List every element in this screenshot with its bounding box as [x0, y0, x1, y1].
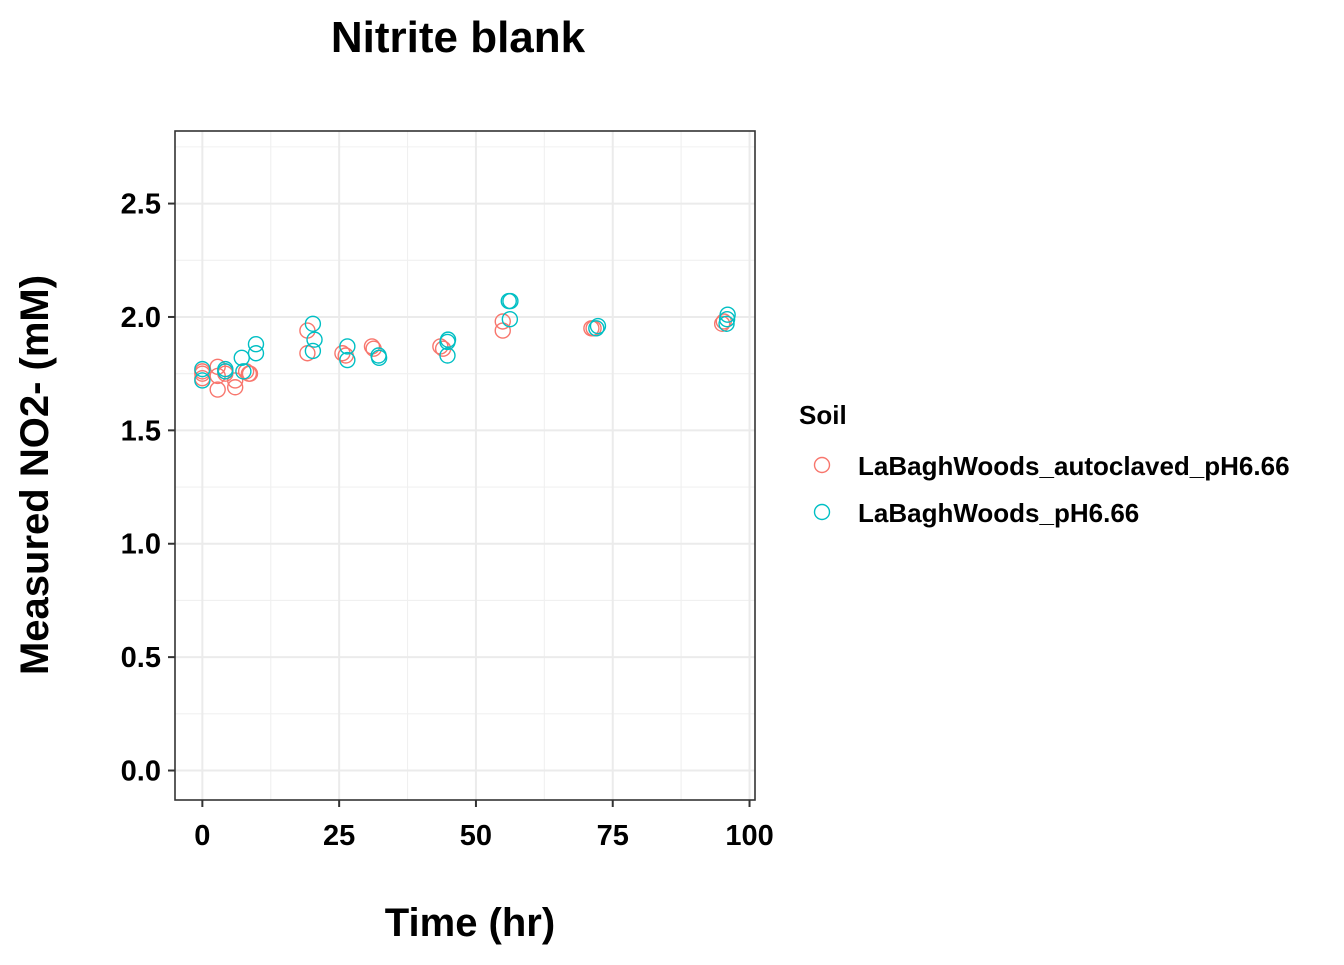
data-point-series-1: [209, 381, 226, 398]
legend: Soil LaBaghWoods_autoclaved_pH6.66LaBagh…: [799, 400, 1290, 528]
data-point-series-2: [718, 311, 736, 328]
data-point-series-2: [339, 351, 356, 369]
legend-key: [813, 456, 831, 474]
x-tick-label: 25: [323, 820, 355, 852]
data-point-series-2: [304, 315, 322, 332]
y-axis: 0.0 0.5 1.0 1.5 2.0 2.5: [121, 189, 175, 788]
y-tick-label: 1.0: [121, 529, 161, 561]
chart-title: Nitrite blank: [331, 13, 586, 62]
data-point-series-2: [501, 311, 519, 328]
data-point-series-1: [494, 313, 511, 330]
data-point-series-2: [247, 335, 265, 353]
grid-major: [175, 131, 755, 800]
y-tick-label: 0.0: [121, 756, 161, 788]
plot-panel: [175, 131, 755, 800]
data-point-series-2: [588, 320, 605, 337]
data-point-series-2: [589, 317, 607, 335]
data-point-series-2: [719, 306, 736, 323]
data-point-series-1: [226, 379, 244, 396]
grid-minor: [175, 131, 755, 800]
data-point-series-2: [339, 338, 356, 355]
data-point-series-1: [241, 365, 259, 382]
data-point-series-2: [247, 345, 265, 362]
x-tick-label: 100: [725, 820, 773, 852]
data-point-series-2: [217, 363, 234, 380]
data-point-series-2: [439, 347, 456, 364]
x-tick-label: 50: [460, 820, 492, 852]
y-tick-label: 2.0: [121, 302, 161, 334]
legend-label: LaBaghWoods_autoclaved_pH6.66: [858, 451, 1290, 481]
points-layer: [194, 292, 736, 398]
data-point-series-2: [439, 331, 457, 348]
data-point-series-2: [718, 315, 735, 332]
y-tick-label: 1.5: [121, 415, 161, 447]
x-tick-label: 75: [597, 820, 629, 852]
data-point-series-2: [370, 349, 388, 366]
x-axis: 0 25 50 75 100: [194, 800, 774, 852]
y-axis-label: Measured NO2- (mM): [13, 275, 57, 675]
data-point-series-2: [502, 292, 519, 310]
data-point-series-2: [304, 342, 322, 360]
x-axis-label: Time (hr): [385, 901, 555, 945]
legend-items: LaBaghWoods_autoclaved_pH6.66 LaBaghWoods…: [813, 451, 1290, 528]
y-tick-label: 0.5: [121, 642, 161, 674]
x-tick-label: 0: [194, 820, 210, 852]
legend-key: [813, 503, 831, 521]
data-point-series-2: [235, 363, 252, 380]
data-point-series-2: [194, 372, 211, 389]
data-point-series-2: [194, 360, 211, 378]
data-point-series-1: [226, 372, 244, 389]
y-tick-label: 2.5: [121, 189, 161, 221]
legend-title: Soil: [799, 400, 847, 430]
plot-border: [174, 130, 756, 801]
data-point-series-1: [713, 315, 731, 332]
data-point-series-2: [306, 331, 323, 348]
legend-label: LaBaghWoods_pH6.66: [858, 498, 1139, 528]
